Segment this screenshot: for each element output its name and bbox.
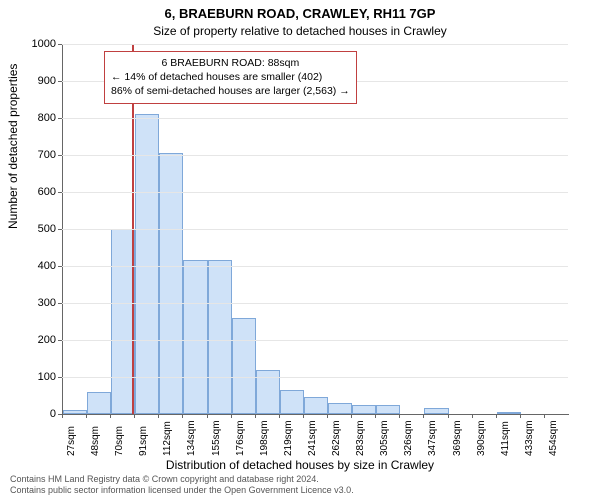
- xtick-mark: [544, 414, 545, 418]
- footer-line1: Contains HM Land Registry data © Crown c…: [10, 474, 354, 485]
- y-axis-label: Number of detached properties: [6, 64, 20, 229]
- histogram-bar: [280, 390, 304, 414]
- xtick-label: 454sqm: [548, 420, 559, 456]
- gridline-horizontal: [62, 377, 568, 378]
- histogram-bar: [208, 260, 232, 414]
- xtick-mark: [62, 414, 63, 418]
- gridline-horizontal: [62, 44, 568, 45]
- histogram-bar: [328, 403, 352, 414]
- chart-title-line1: 6, BRAEBURN ROAD, CRAWLEY, RH11 7GP: [0, 6, 600, 21]
- xtick-mark: [231, 414, 232, 418]
- footer-line2: Contains public sector information licen…: [10, 485, 354, 496]
- xtick-mark: [255, 414, 256, 418]
- ytick-label: 200: [16, 334, 56, 346]
- histogram-bar: [183, 260, 207, 414]
- ytick-label: 100: [16, 371, 56, 383]
- xtick-mark: [496, 414, 497, 418]
- xtick-mark: [351, 414, 352, 418]
- xtick-mark: [303, 414, 304, 418]
- chart-title-line2: Size of property relative to detached ho…: [0, 24, 600, 38]
- ytick-label: 0: [16, 408, 56, 420]
- histogram-bar: [63, 410, 87, 414]
- xtick-label: 305sqm: [379, 420, 390, 456]
- xtick-label: 70sqm: [114, 426, 125, 456]
- xtick-mark: [279, 414, 280, 418]
- xtick-label: 241sqm: [307, 420, 318, 456]
- annotation-line2: ← 14% of detached houses are smaller (40…: [111, 70, 350, 84]
- histogram-bar: [424, 408, 448, 414]
- ytick-label: 600: [16, 186, 56, 198]
- annotation-line1: 6 BRAEBURN ROAD: 88sqm: [111, 56, 350, 70]
- xtick-mark: [472, 414, 473, 418]
- histogram-bar: [376, 405, 400, 414]
- histogram-bar: [135, 114, 159, 414]
- xtick-mark: [134, 414, 135, 418]
- gridline-horizontal: [62, 229, 568, 230]
- ytick-label: 300: [16, 297, 56, 309]
- xtick-label: 112sqm: [162, 421, 173, 456]
- xtick-mark: [182, 414, 183, 418]
- xtick-mark: [158, 414, 159, 418]
- ytick-label: 1000: [16, 38, 56, 50]
- gridline-horizontal: [62, 340, 568, 341]
- xtick-label: 48sqm: [90, 426, 101, 456]
- xtick-label: 390sqm: [476, 420, 487, 456]
- histogram-bar: [87, 392, 111, 414]
- xtick-mark: [110, 414, 111, 418]
- histogram-bar: [232, 318, 256, 414]
- ytick-label: 400: [16, 260, 56, 272]
- ytick-label: 900: [16, 75, 56, 87]
- xtick-label: 433sqm: [524, 420, 535, 456]
- xtick-label: 176sqm: [235, 420, 246, 456]
- xtick-label: 155sqm: [211, 420, 222, 456]
- histogram-bar: [304, 397, 328, 414]
- xtick-mark: [86, 414, 87, 418]
- gridline-horizontal: [62, 303, 568, 304]
- xtick-label: 283sqm: [355, 420, 366, 456]
- annotation-box: 6 BRAEBURN ROAD: 88sqm ← 14% of detached…: [104, 51, 357, 104]
- histogram-bar: [352, 405, 376, 414]
- xtick-label: 198sqm: [259, 420, 270, 456]
- xtick-label: 411sqm: [500, 421, 511, 456]
- xtick-label: 134sqm: [186, 420, 197, 456]
- xtick-label: 219sqm: [283, 420, 294, 456]
- xtick-mark: [520, 414, 521, 418]
- xtick-label: 347sqm: [427, 420, 438, 456]
- gridline-horizontal: [62, 118, 568, 119]
- gridline-horizontal: [62, 155, 568, 156]
- xtick-mark: [375, 414, 376, 418]
- xtick-mark: [423, 414, 424, 418]
- footer-attribution: Contains HM Land Registry data © Crown c…: [10, 474, 354, 497]
- xtick-mark: [207, 414, 208, 418]
- xtick-label: 262sqm: [331, 420, 342, 456]
- ytick-label: 700: [16, 149, 56, 161]
- x-axis-label: Distribution of detached houses by size …: [0, 458, 600, 472]
- ytick-label: 500: [16, 223, 56, 235]
- gridline-horizontal: [62, 192, 568, 193]
- histogram-bar: [497, 412, 521, 414]
- xtick-mark: [399, 414, 400, 418]
- xtick-label: 91sqm: [138, 426, 149, 456]
- xtick-label: 369sqm: [452, 420, 463, 456]
- xtick-label: 326sqm: [403, 420, 414, 456]
- annotation-line3: 86% of semi-detached houses are larger (…: [111, 84, 350, 98]
- xtick-mark: [448, 414, 449, 418]
- xtick-mark: [327, 414, 328, 418]
- xtick-label: 27sqm: [66, 426, 77, 456]
- ytick-label: 800: [16, 112, 56, 124]
- gridline-horizontal: [62, 266, 568, 267]
